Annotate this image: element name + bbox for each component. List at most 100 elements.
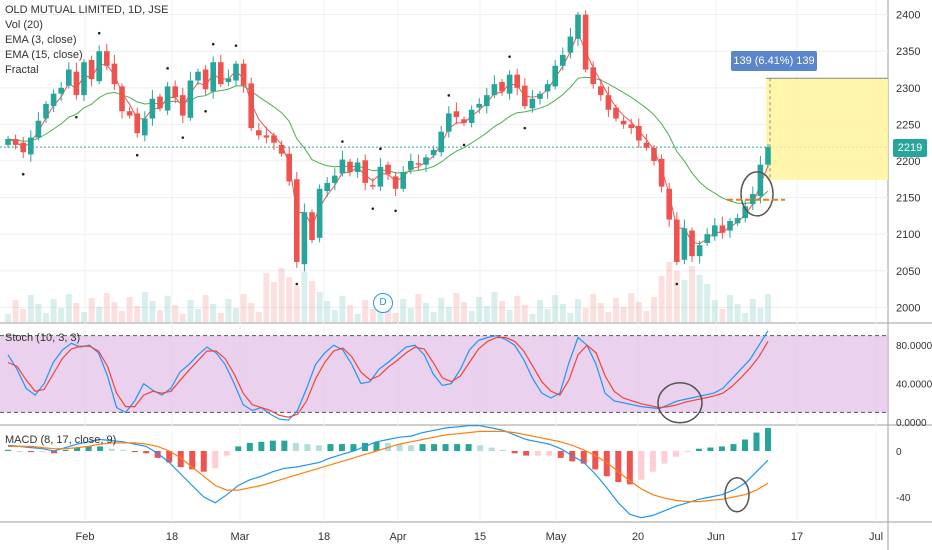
price-tick-label: 2100 bbox=[896, 229, 920, 241]
macd-histogram-bar bbox=[281, 440, 288, 451]
volume-bar bbox=[430, 312, 437, 322]
macd-histogram-bar bbox=[488, 447, 495, 451]
candle-body bbox=[301, 212, 308, 265]
volume-bar bbox=[461, 302, 467, 322]
candle-body bbox=[765, 147, 771, 165]
fractal-down-dot bbox=[371, 207, 375, 210]
legend-ema-slow[interactable]: EMA (15, close) bbox=[5, 49, 83, 61]
candle-body bbox=[332, 175, 338, 183]
volume-bar bbox=[149, 301, 156, 322]
candle-body bbox=[620, 120, 627, 125]
volume-bar bbox=[597, 303, 604, 322]
volume-bar bbox=[476, 297, 483, 322]
candle-body bbox=[12, 139, 19, 145]
candle-body bbox=[142, 118, 148, 136]
macd-pane-label[interactable]: MACD (8, 17, close, 9) bbox=[5, 434, 117, 446]
candle-body bbox=[362, 160, 368, 183]
volume-bar bbox=[582, 308, 589, 322]
stoch-circle-annotation bbox=[657, 382, 703, 424]
candle-body bbox=[354, 162, 361, 172]
stoch-band bbox=[0, 335, 888, 413]
candle-body bbox=[400, 171, 406, 189]
fractal-up-dot bbox=[166, 67, 169, 70]
candle-body bbox=[271, 135, 277, 143]
legend-ema-fast[interactable]: EMA (3, close) bbox=[5, 34, 77, 46]
stoch-tick-label: 0.0000 bbox=[896, 418, 927, 429]
volume-bar bbox=[27, 295, 34, 322]
price-tick-label: 2200 bbox=[896, 156, 920, 168]
volume-bar bbox=[347, 305, 353, 322]
candle-body bbox=[704, 234, 710, 243]
fractal-up-dot bbox=[341, 140, 344, 143]
stochastic-pane bbox=[0, 330, 888, 421]
candle-body bbox=[415, 163, 422, 165]
candle-body bbox=[81, 62, 87, 96]
macd-histogram-bar bbox=[500, 449, 507, 451]
candle-body bbox=[134, 113, 140, 134]
volume-bar bbox=[157, 310, 163, 322]
macd-histogram-bar bbox=[626, 451, 633, 485]
macd-histogram-bar bbox=[338, 444, 345, 451]
volume-bar bbox=[233, 308, 239, 322]
macd-histogram-bar bbox=[603, 451, 610, 477]
candle-body bbox=[225, 78, 232, 82]
legend-fractal[interactable]: Fractal bbox=[5, 64, 39, 76]
circle-annotations[interactable] bbox=[657, 171, 785, 513]
macd-histogram-bar bbox=[592, 451, 599, 470]
fractal-down-dot bbox=[204, 109, 207, 113]
volume-bar bbox=[217, 313, 224, 322]
volume-bar bbox=[727, 295, 733, 322]
candle-body bbox=[438, 131, 444, 153]
candle-body bbox=[286, 153, 292, 182]
candle-body bbox=[757, 164, 764, 197]
macd-histogram-bar bbox=[269, 440, 276, 451]
macd-histogram-bar bbox=[315, 445, 322, 451]
candle-body bbox=[727, 221, 733, 231]
volume-bar bbox=[301, 272, 308, 322]
volume-bar bbox=[111, 302, 118, 322]
volume-bar bbox=[331, 310, 338, 322]
candle-body bbox=[210, 62, 216, 92]
volume-bar bbox=[552, 295, 559, 322]
candle-body bbox=[111, 63, 118, 85]
macd-histogram-bar bbox=[62, 449, 69, 451]
candle-body bbox=[529, 98, 536, 109]
volume-bar bbox=[514, 296, 521, 322]
candle-body bbox=[263, 135, 270, 138]
measure-range-box bbox=[766, 78, 888, 181]
measure-tool[interactable] bbox=[766, 77, 888, 181]
volume-bar bbox=[179, 314, 186, 322]
candle-body bbox=[476, 103, 482, 108]
price-tick-label: 2000 bbox=[896, 302, 920, 314]
candle-body bbox=[453, 111, 460, 118]
candle-body bbox=[180, 95, 186, 116]
candle-body bbox=[195, 71, 201, 81]
candle-body bbox=[506, 74, 513, 94]
candle-body bbox=[742, 206, 748, 219]
stoch-pane-label[interactable]: Stoch (10, 3, 3) bbox=[5, 332, 81, 344]
volume-bar bbox=[96, 307, 103, 322]
candle-body bbox=[28, 137, 34, 155]
fractal-up-dot bbox=[234, 44, 238, 47]
time-tick-label: Jul bbox=[869, 531, 883, 543]
candle-body bbox=[408, 161, 414, 170]
macd-histogram-bar bbox=[661, 451, 668, 464]
macd-histogram-bar bbox=[177, 451, 184, 468]
time-tick-label: Feb bbox=[76, 531, 95, 543]
volume-bar bbox=[749, 299, 756, 322]
candle-body bbox=[149, 98, 156, 119]
volume-bar bbox=[666, 262, 673, 322]
macd-histogram-bar bbox=[684, 451, 691, 453]
macd-histogram-bar bbox=[546, 451, 553, 456]
fractal-down-dot bbox=[181, 136, 185, 139]
volume-bars bbox=[5, 262, 771, 322]
candle-body bbox=[392, 176, 399, 189]
chart-title: OLD MUTUAL LIMITED, 1D, JSE bbox=[5, 4, 169, 16]
price-tick-label: 2050 bbox=[896, 266, 920, 278]
volume-bar bbox=[529, 314, 536, 322]
volume-bar bbox=[210, 304, 217, 322]
axis-labels: 2400 2350 2300 2250 2200 2150 2100 2050 2000 Feb 1… bbox=[76, 10, 932, 543]
legend-volume[interactable]: Vol (20) bbox=[5, 19, 43, 31]
volume-bar bbox=[263, 273, 270, 322]
dividend-marker[interactable]: D bbox=[373, 293, 393, 313]
